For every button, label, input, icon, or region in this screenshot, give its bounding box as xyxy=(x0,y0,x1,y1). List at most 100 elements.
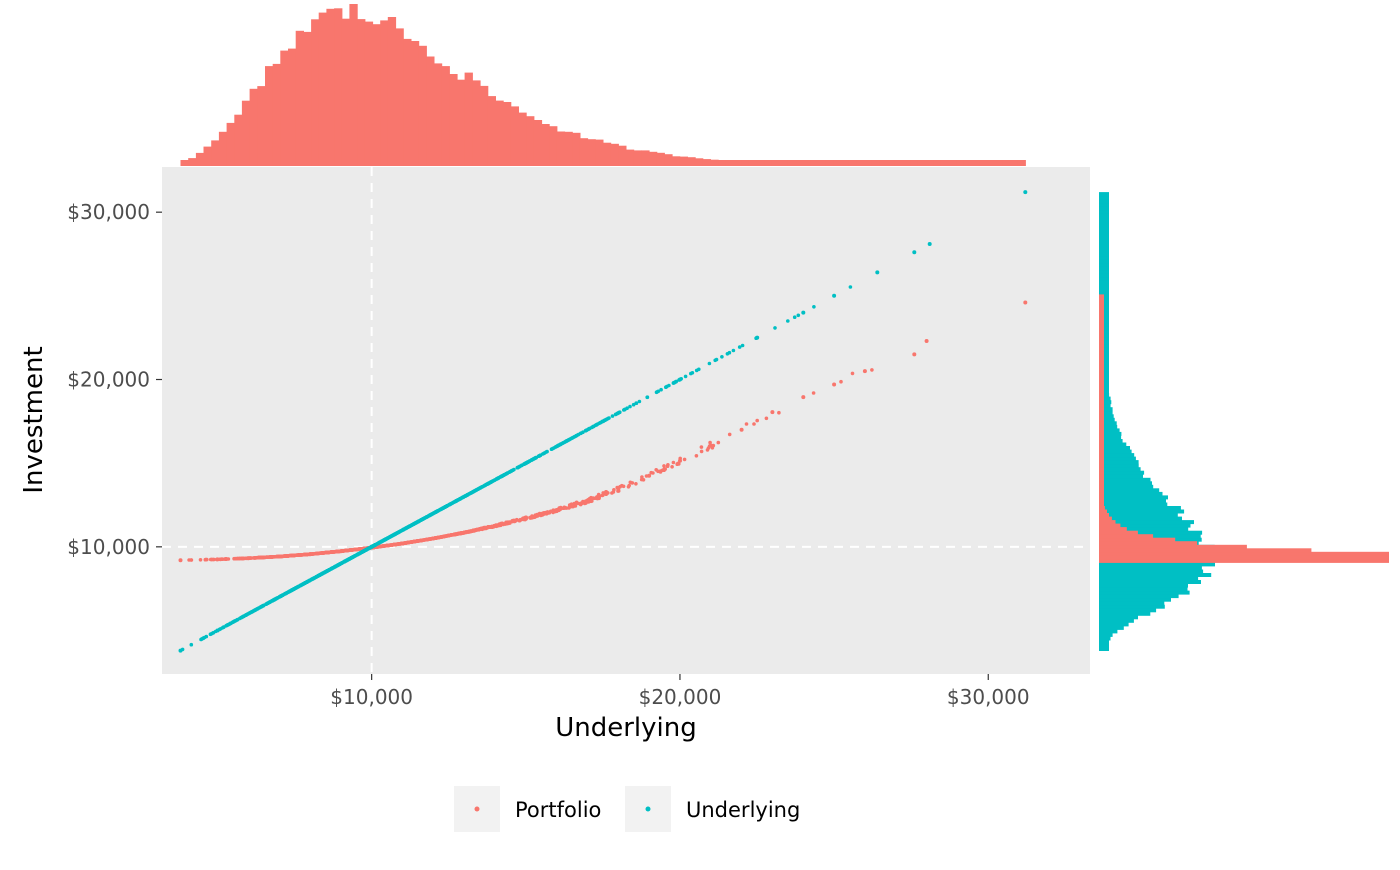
right-histogram-bar-underlying xyxy=(1099,223,1109,228)
right-histogram-bar-underlying xyxy=(1099,403,1111,408)
data-point-portfolio xyxy=(471,528,476,533)
right-histogram-bar-portfolio xyxy=(1099,393,1104,398)
data-point-portfolio xyxy=(764,416,769,421)
top-histogram-bar xyxy=(541,124,550,166)
right-histogram-bar-underlying xyxy=(1099,431,1122,436)
data-point-underlying xyxy=(672,380,677,385)
data-point-portfolio xyxy=(832,382,837,387)
data-point-underlying xyxy=(427,513,432,518)
data-point-portfolio xyxy=(252,556,257,560)
data-point-portfolio xyxy=(616,486,621,490)
data-point-portfolio xyxy=(244,556,248,561)
top-histogram-bar xyxy=(917,160,926,166)
top-histogram-bar xyxy=(756,160,765,166)
data-point-portfolio xyxy=(453,532,457,537)
right-histogram-bar-underlying xyxy=(1099,400,1112,405)
data-point-underlying xyxy=(189,642,194,647)
right-histogram-bar-portfolio xyxy=(1099,520,1116,525)
right-histogram-bar-underlying xyxy=(1099,516,1182,521)
data-point-underlying xyxy=(396,530,401,535)
right-histogram-bar-underlying xyxy=(1099,562,1215,567)
data-point-underlying xyxy=(509,469,513,473)
top-histogram-bar xyxy=(395,28,404,167)
data-point-portfolio xyxy=(348,548,352,552)
data-point-portfolio xyxy=(178,558,183,563)
right-histogram-bar-underlying xyxy=(1099,414,1114,419)
data-point-portfolio xyxy=(480,527,485,532)
right-histogram-bar-portfolio xyxy=(1099,453,1104,458)
data-point-underlying xyxy=(242,614,246,618)
data-point-portfolio xyxy=(576,501,580,506)
data-point-portfolio xyxy=(662,468,666,473)
data-point-portfolio xyxy=(490,524,494,529)
data-point-underlying xyxy=(301,581,306,586)
top-histogram-bar xyxy=(564,131,573,166)
data-point-underlying xyxy=(218,627,223,631)
top-histogram-bar xyxy=(625,149,635,166)
top-histogram-bar xyxy=(303,31,312,167)
right-histogram-bar-portfolio xyxy=(1099,537,1176,542)
right-histogram-bar-underlying xyxy=(1099,421,1117,426)
top-histogram-bar xyxy=(679,156,688,166)
y-tick-label: $10,000 xyxy=(67,535,150,559)
right-histogram-bar-portfolio xyxy=(1099,449,1104,454)
right-histogram-bar-underlying xyxy=(1099,647,1109,651)
data-point-portfolio xyxy=(699,449,704,454)
data-point-portfolio xyxy=(497,523,502,527)
top-histogram-bar xyxy=(480,85,489,166)
data-point-underlying xyxy=(531,457,536,461)
top-histogram-bar xyxy=(840,160,850,166)
data-point-underlying xyxy=(561,441,565,445)
data-point-portfolio xyxy=(744,422,749,426)
right-histogram-bar-underlying xyxy=(1099,456,1136,461)
right-histogram-bar-underlying xyxy=(1099,216,1109,221)
top-histogram-bar xyxy=(733,160,742,166)
data-point-underlying xyxy=(401,527,406,532)
data-point-portfolio xyxy=(411,539,416,544)
data-point-portfolio xyxy=(568,504,572,508)
data-point-underlying xyxy=(264,602,269,606)
data-point-underlying xyxy=(406,525,411,529)
top-histogram-bar xyxy=(418,45,427,166)
right-histogram-bar-portfolio xyxy=(1099,343,1104,348)
data-point-underlying xyxy=(607,416,611,420)
right-histogram-bar-portfolio xyxy=(1099,333,1104,338)
right-histogram-bar-portfolio xyxy=(1099,382,1104,387)
data-point-underlying xyxy=(727,350,732,355)
data-point-portfolio xyxy=(467,529,472,534)
right-histogram-bar-portfolio xyxy=(1099,322,1104,327)
data-point-underlying xyxy=(343,559,348,563)
data-point-underlying xyxy=(305,580,310,584)
right-histogram-bar-portfolio xyxy=(1099,364,1104,369)
right-histogram-bar-underlying xyxy=(1099,587,1188,592)
right-histogram-bar-underlying xyxy=(1099,252,1109,257)
data-point-portfolio xyxy=(644,474,649,478)
data-point-portfolio xyxy=(232,556,236,561)
right-histogram-bar-portfolio xyxy=(1099,386,1104,391)
data-point-underlying xyxy=(581,430,585,435)
data-point-portfolio xyxy=(531,515,536,519)
top-histogram-bar xyxy=(1017,160,1026,166)
data-point-portfolio xyxy=(353,547,357,552)
right-histogram-bar-portfolio xyxy=(1099,551,1389,556)
right-histogram-bar-portfolio xyxy=(1099,446,1104,450)
data-point-underlying xyxy=(927,242,932,246)
right-histogram-bar-portfolio xyxy=(1099,329,1104,334)
data-point-portfolio xyxy=(474,527,479,532)
right-histogram-bar-portfolio xyxy=(1099,555,1389,560)
right-histogram-bar-underlying xyxy=(1099,280,1109,285)
data-point-underlying xyxy=(339,561,343,566)
right-histogram-bar-underlying xyxy=(1099,209,1109,214)
x-tick-label: $10,000 xyxy=(330,685,413,709)
data-point-portfolio xyxy=(628,480,633,485)
data-point-portfolio xyxy=(912,352,917,357)
data-point-underlying xyxy=(694,368,699,373)
right-histogram-bar-portfolio xyxy=(1099,410,1104,415)
data-point-portfolio xyxy=(459,531,463,535)
top-histogram-bar xyxy=(595,139,604,166)
data-point-portfolio xyxy=(391,542,396,547)
top-histogram-bar xyxy=(887,160,896,166)
data-point-portfolio xyxy=(355,547,360,552)
top-histogram-bar xyxy=(910,160,919,166)
top-histogram-bar xyxy=(288,48,297,166)
